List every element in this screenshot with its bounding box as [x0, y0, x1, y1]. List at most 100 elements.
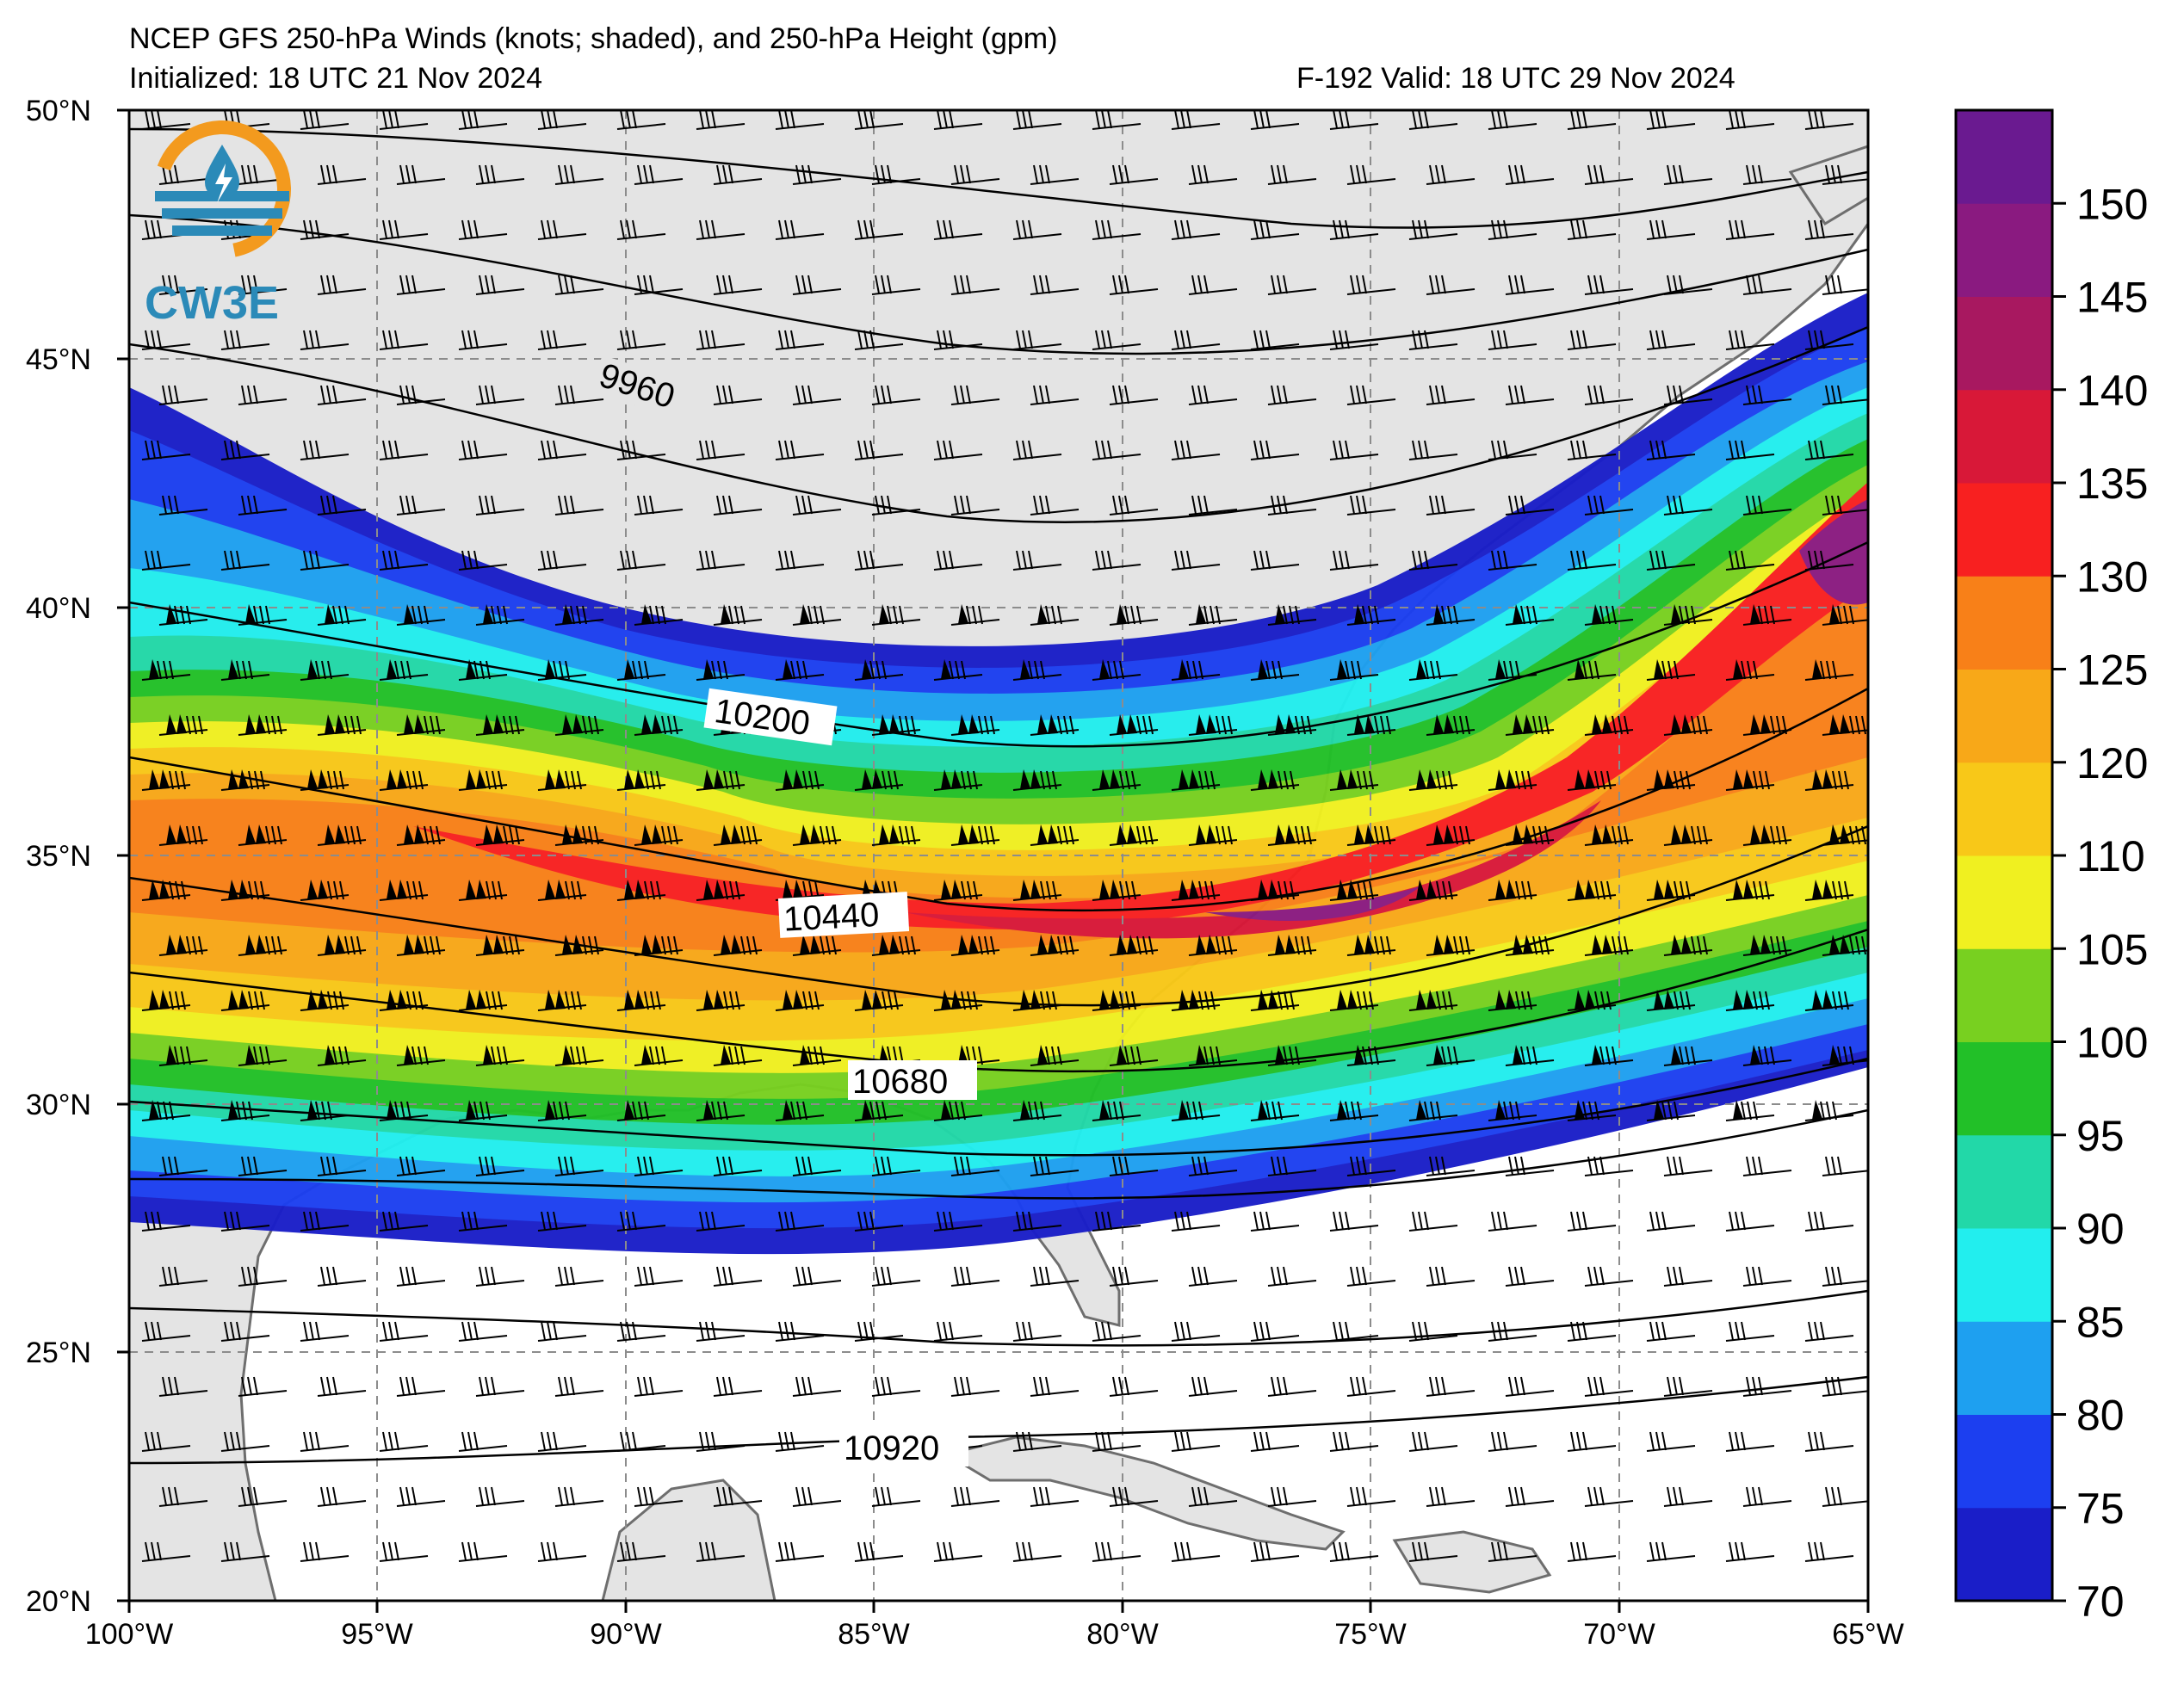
lightning-icon: [215, 164, 232, 203]
wind-barb: [1426, 935, 1476, 956]
wind-barb: [1488, 880, 1537, 901]
wind-barb: [141, 1541, 191, 1562]
wind-barb: [475, 1376, 525, 1397]
wind-barb: [158, 1266, 208, 1287]
wind-barb: [158, 495, 208, 516]
wind-barb: [537, 1541, 587, 1562]
wind-barb: [1584, 935, 1634, 956]
wind-barb: [854, 1321, 904, 1342]
wind-barb: [238, 604, 288, 626]
wind-barb: [1092, 1321, 1141, 1342]
wind-barb: [1742, 1486, 1792, 1507]
wind-barb: [634, 935, 684, 956]
wind-barb: [1567, 110, 1617, 130]
wind-barb: [1408, 1321, 1458, 1342]
wind-barb: [1804, 1541, 1854, 1562]
wind-barb: [792, 604, 842, 626]
colorbar-segment: [1956, 948, 2052, 1042]
wind-barb: [396, 824, 446, 846]
wind-barb: [1329, 330, 1379, 350]
wind-barb: [1663, 714, 1713, 736]
wind-barb: [554, 275, 604, 295]
wind-barb: [1109, 714, 1159, 736]
colorbar-label: 125: [2076, 646, 2148, 695]
colorbar-segment: [1956, 296, 2052, 391]
wind-barb: [379, 1431, 429, 1452]
wind-barb: [696, 1321, 746, 1342]
wind-barb: [1725, 330, 1775, 350]
wind-barb: [537, 1431, 587, 1452]
wind-barb: [933, 110, 983, 130]
colorbar-label: 70: [2076, 1578, 2125, 1626]
wind-barb: [713, 935, 763, 956]
wind-barb: [1663, 1045, 1713, 1066]
wind-barb: [1663, 1266, 1713, 1287]
wind-barb: [554, 1376, 604, 1397]
wind-barb: [1346, 935, 1396, 956]
wind-barb: [1250, 1211, 1300, 1232]
wind-barb: [871, 164, 921, 185]
wind-barb: [1426, 495, 1476, 516]
wind-barb: [220, 440, 270, 460]
wind-barb: [1822, 164, 1868, 185]
wind-barb: [1171, 1431, 1221, 1452]
wind-barb: [1012, 110, 1062, 130]
wind-barb: [458, 219, 508, 240]
wind-barb-field: [141, 110, 1868, 1562]
colorbar-label: 75: [2076, 1485, 2125, 1533]
wind-barb: [238, 495, 288, 516]
wind-barb: [537, 1211, 587, 1232]
wind-barb: [1109, 1486, 1159, 1507]
wind-barb: [933, 1100, 983, 1121]
wind-barb: [950, 1376, 1000, 1397]
wind-barb: [1030, 385, 1080, 405]
wind-barb: [1663, 275, 1713, 295]
wind-barb: [1408, 769, 1458, 791]
lat-label-30n: 30°N: [26, 1089, 91, 1121]
wind-barb: [1092, 440, 1141, 460]
wind-barb: [950, 1486, 1000, 1507]
wind-barb: [950, 495, 1000, 516]
wind-barb: [696, 769, 746, 791]
wind-barb: [713, 164, 763, 185]
wind-barb: [1346, 824, 1396, 846]
wind-barb: [458, 440, 508, 460]
wind-barb: [379, 219, 429, 240]
wind-barb: [220, 1321, 270, 1342]
wind-barb: [1408, 1431, 1458, 1452]
wind-barb: [1505, 385, 1555, 405]
wind-barb: [950, 714, 1000, 736]
colorbar-segment: [1956, 1228, 2052, 1322]
wind-barb: [554, 1486, 604, 1507]
wind-barb: [475, 385, 525, 405]
wind-barb: [1822, 1045, 1868, 1066]
wind-barb: [1584, 604, 1634, 626]
wind-barb: [1346, 1266, 1396, 1287]
wind-barb: [1505, 495, 1555, 516]
wind-barb: [1567, 1321, 1617, 1342]
wind-barb: [775, 1431, 825, 1452]
wind-barb: [792, 1376, 842, 1397]
colorbar-segment: [1956, 1321, 2052, 1415]
wind-barb: [158, 604, 208, 626]
wind-barb: [1822, 935, 1868, 956]
wind-barb: [1329, 1541, 1379, 1562]
wind-barb: [1012, 659, 1062, 681]
wind-barb: [1346, 1376, 1396, 1397]
wind-barb: [1408, 990, 1458, 1011]
wind-barb: [300, 110, 350, 130]
wind-barb: [537, 550, 587, 571]
wind-barb: [1426, 1376, 1476, 1397]
wind-barb: [1646, 769, 1696, 791]
wind-barb: [1488, 219, 1537, 240]
wind-barb: [317, 935, 367, 956]
wind-barb: [1584, 1486, 1634, 1507]
wind-barb: [317, 1266, 367, 1287]
wind-barb: [1030, 714, 1080, 736]
wind-barb: [616, 769, 666, 791]
wind-barb: [1584, 1045, 1634, 1066]
wind-barb: [1822, 824, 1868, 846]
wind-barb: [537, 880, 587, 901]
wind-barb: [1725, 990, 1775, 1011]
